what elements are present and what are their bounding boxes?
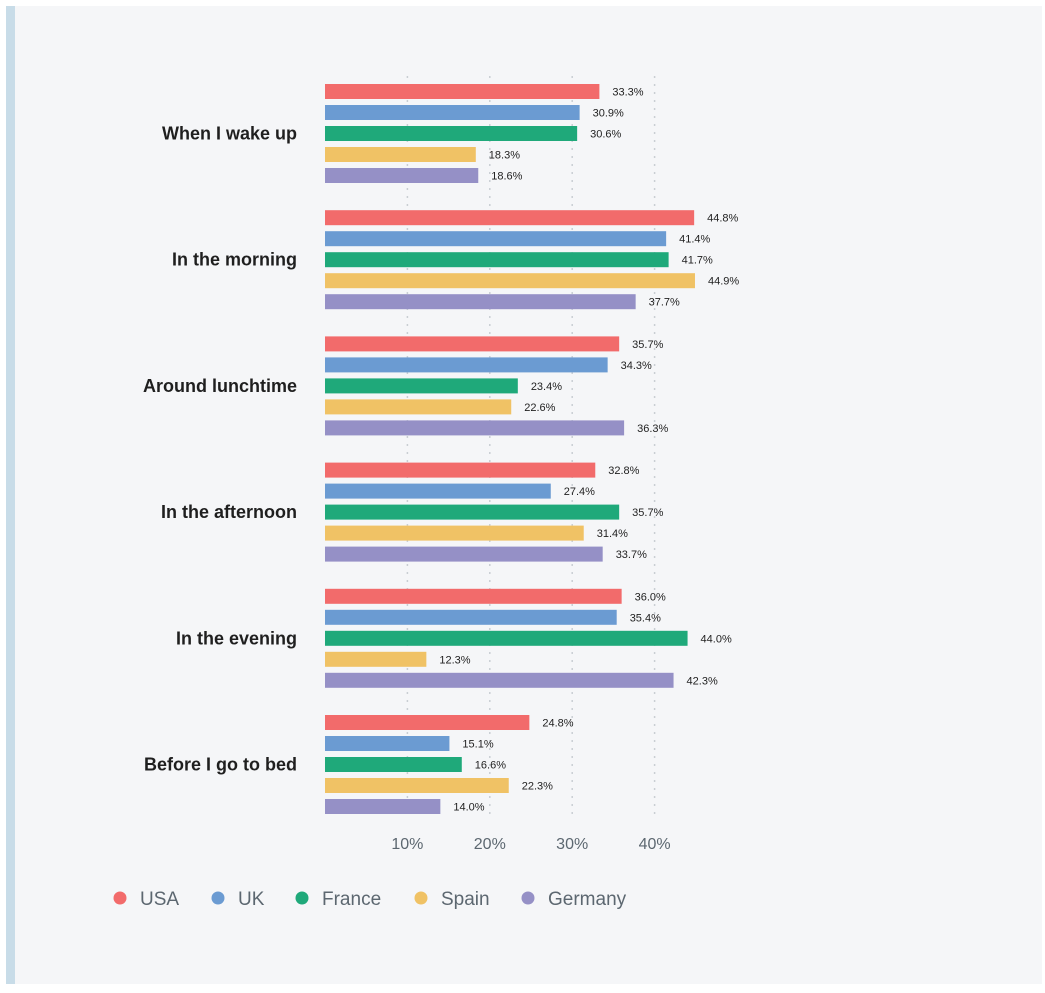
value-label: 41.4% (679, 234, 710, 246)
value-label: 42.3% (687, 675, 718, 687)
bar-usa (325, 462, 596, 478)
legend-label-france[interactable]: France (322, 889, 381, 910)
legend-marker-usa[interactable] (113, 891, 127, 905)
bar-uk (325, 357, 608, 373)
legend-marker-germany[interactable] (521, 891, 535, 905)
legend-label-spain[interactable]: Spain (441, 889, 490, 910)
bar-usa (325, 715, 530, 730)
bar-germany (325, 672, 674, 688)
value-label: 31.4% (597, 528, 628, 540)
bar-uk (325, 609, 617, 625)
category-label: When I wake up (162, 124, 297, 144)
value-label: 24.8% (542, 718, 573, 730)
value-label: 32.8% (608, 465, 639, 477)
value-label: 44.8% (707, 213, 738, 225)
legend-marker-uk[interactable] (211, 891, 225, 905)
value-label: 18.3% (489, 150, 520, 162)
value-label: 33.3% (612, 87, 643, 99)
legend-marker-spain[interactable] (414, 891, 428, 905)
bar-spain (325, 273, 695, 289)
value-label: 33.7% (616, 549, 647, 561)
category-label: In the morning (172, 250, 297, 270)
bar-france (325, 126, 578, 141)
bar-spain (325, 778, 509, 793)
bar-spain (325, 525, 584, 541)
value-label: 35.4% (630, 612, 661, 624)
x-tick-label-20: 20% (474, 836, 506, 853)
legend-label-usa[interactable]: USA (140, 889, 179, 910)
bar-germany (325, 546, 603, 562)
value-label: 16.6% (475, 760, 506, 772)
bar-france (325, 504, 620, 520)
value-label: 15.1% (462, 739, 493, 751)
category-label: In the evening (176, 628, 297, 648)
category-label: In the afternoon (161, 502, 297, 522)
bar-spain (325, 399, 512, 415)
bar-germany (325, 799, 441, 814)
value-label: 35.7% (632, 507, 663, 519)
bar-uk (325, 736, 450, 751)
category-label: Before I go to bed (144, 755, 297, 775)
panel-accent-bar (6, 6, 15, 984)
bar-usa (325, 336, 620, 352)
value-label: 41.7% (682, 255, 713, 267)
legend-marker-france[interactable] (295, 891, 309, 905)
value-label: 44.9% (708, 276, 739, 288)
bar-usa (325, 84, 600, 99)
value-label: 36.0% (635, 591, 666, 603)
value-label: 22.3% (522, 781, 553, 793)
bar-france (325, 252, 669, 268)
value-label: 30.6% (590, 129, 621, 141)
x-tick-label-40: 40% (639, 836, 671, 853)
value-label: 30.9% (593, 108, 624, 120)
bar-uk (325, 483, 551, 499)
bar-usa (325, 588, 622, 604)
value-label: 35.7% (632, 339, 663, 351)
value-label: 14.0% (453, 802, 484, 814)
value-label: 36.3% (637, 423, 668, 435)
value-label: 34.3% (621, 360, 652, 372)
bar-uk (325, 105, 580, 120)
bar-france (325, 378, 518, 394)
bar-france (325, 757, 462, 772)
value-label: 22.6% (524, 402, 555, 414)
value-label: 37.7% (649, 297, 680, 309)
bar-germany (325, 294, 636, 310)
bar-usa (325, 210, 695, 226)
bar-spain (325, 147, 476, 162)
x-tick-label-10: 10% (391, 836, 423, 853)
bar-germany (325, 168, 479, 183)
value-label: 27.4% (564, 486, 595, 498)
bar-spain (325, 651, 427, 667)
value-label: 12.3% (439, 654, 470, 666)
value-label: 44.0% (701, 633, 732, 645)
legend-label-uk[interactable]: UK (238, 889, 265, 910)
category-label: Around lunchtime (143, 376, 297, 396)
legend-label-germany[interactable]: Germany (548, 889, 627, 910)
bar-germany (325, 420, 625, 436)
bar-uk (325, 231, 667, 247)
x-tick-label-30: 30% (556, 836, 588, 853)
value-label: 18.6% (491, 171, 522, 183)
value-label: 23.4% (531, 381, 562, 393)
bar-france (325, 630, 688, 646)
